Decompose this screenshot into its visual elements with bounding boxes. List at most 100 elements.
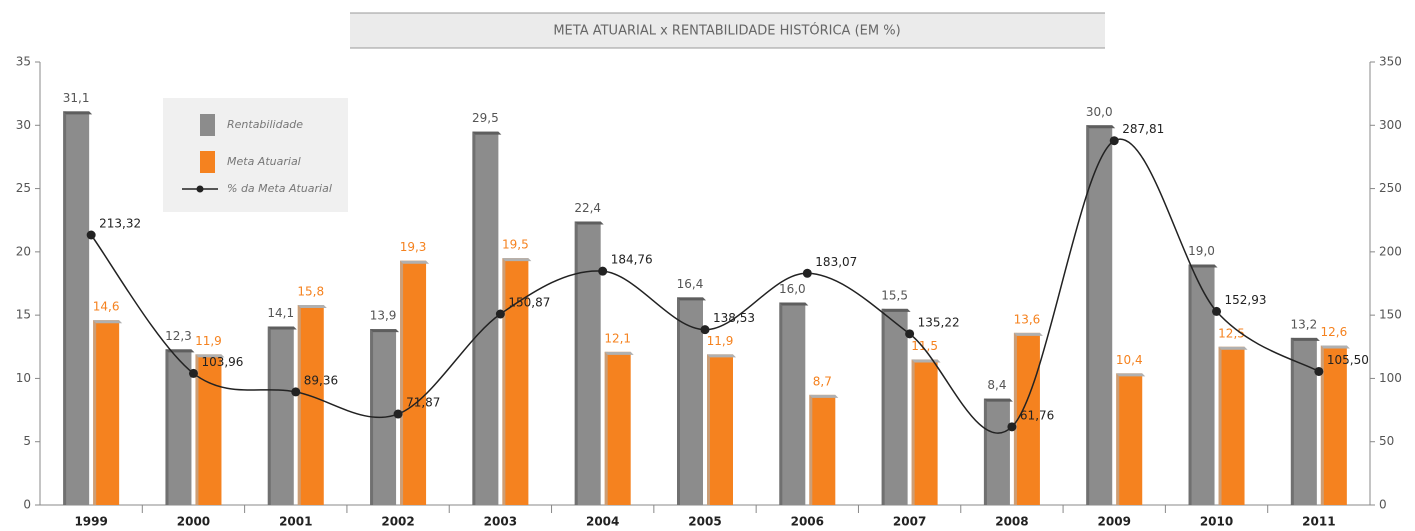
value-label: 19,5 <box>502 238 529 252</box>
y2-tick-label: 50 <box>1379 434 1394 448</box>
x-tick-label: 2001 <box>279 515 312 529</box>
legend-label: Rentabilidade <box>227 118 303 131</box>
bar <box>267 326 294 505</box>
chart-title: META ATUARIAL x RENTABILIDADE HISTÓRICA … <box>553 23 900 39</box>
line-label: 103,96 <box>201 355 243 369</box>
bar-side <box>400 260 404 505</box>
line-point <box>86 230 96 240</box>
x-tick-label: 2004 <box>586 515 619 529</box>
value-label: 13,2 <box>1290 317 1317 331</box>
line-point <box>700 325 710 335</box>
x-tick-label: 2008 <box>995 515 1028 529</box>
bar-top <box>400 260 430 264</box>
bar <box>93 320 120 505</box>
y-tick-label: 30 <box>16 118 31 132</box>
x-tick-label: 2005 <box>688 515 721 529</box>
bar-side <box>63 111 67 505</box>
x-tick-label: 2000 <box>177 515 210 529</box>
line-point <box>291 387 301 397</box>
value-label: 30,0 <box>1086 105 1113 119</box>
title-box <box>350 13 1105 48</box>
bar <box>604 351 631 505</box>
bar-side <box>779 302 783 505</box>
legend-box <box>163 98 348 212</box>
bar <box>297 305 324 505</box>
bar-side <box>604 351 608 505</box>
bar-side <box>1188 264 1192 505</box>
bar-top <box>472 131 502 135</box>
value-label: 15,5 <box>881 288 908 302</box>
bar-top <box>297 305 327 309</box>
y-tick-label: 5 <box>23 434 31 448</box>
bar-side <box>1320 345 1324 505</box>
bar <box>1218 346 1245 505</box>
value-label: 11,9 <box>195 334 222 348</box>
line-label: 138,53 <box>713 311 755 325</box>
bar <box>63 111 90 505</box>
line-point <box>598 266 608 276</box>
line-label: 287,81 <box>1122 122 1164 136</box>
bar <box>1290 337 1317 505</box>
value-label: 29,5 <box>472 111 499 125</box>
bar-side <box>1218 346 1222 505</box>
y-tick-label: 0 <box>23 498 31 512</box>
bar <box>779 302 806 505</box>
bar-top <box>1218 346 1248 350</box>
value-label: 19,3 <box>400 240 427 254</box>
line-point <box>393 409 403 419</box>
line-point <box>1212 306 1222 316</box>
legend-label: % da Meta Atuarial <box>227 182 332 195</box>
bar-side <box>1290 337 1294 505</box>
bar-top <box>983 398 1013 402</box>
bar-side <box>574 221 578 506</box>
line-label: 61,76 <box>1020 408 1054 422</box>
bar <box>983 398 1010 505</box>
x-tick-label: 2007 <box>893 515 926 529</box>
value-label: 31,1 <box>63 91 90 105</box>
line-point <box>802 268 812 278</box>
bar-side <box>1116 373 1120 505</box>
bar-side <box>1086 125 1090 506</box>
x-tick-label: 1999 <box>74 515 107 529</box>
bar <box>1188 264 1215 505</box>
bar-top <box>604 351 634 355</box>
bar <box>911 359 938 505</box>
value-label: 13,9 <box>370 309 397 323</box>
line-label: 135,22 <box>918 315 960 329</box>
line-point <box>188 368 198 378</box>
value-label: 16,0 <box>779 282 806 296</box>
x-tick-label: 2002 <box>381 515 414 529</box>
bar-top <box>911 359 941 363</box>
line-label: 213,32 <box>99 216 141 230</box>
bar-top <box>1290 337 1320 341</box>
bar-top <box>707 354 736 358</box>
bar <box>881 308 908 505</box>
line-label: 89,36 <box>304 373 338 387</box>
bar-top <box>165 349 195 353</box>
line-point <box>905 329 915 339</box>
bar <box>809 394 836 505</box>
bar-top <box>1188 264 1218 268</box>
bar <box>1116 373 1143 505</box>
bar-top <box>809 394 839 398</box>
bar-side <box>267 326 271 505</box>
y2-tick-label: 0 <box>1379 498 1387 512</box>
legend-point <box>196 185 204 193</box>
legend-swatch <box>200 151 215 173</box>
bar <box>195 354 222 505</box>
bar-side <box>1013 332 1017 505</box>
bar <box>1320 345 1347 505</box>
bar-top <box>677 297 706 301</box>
bar-side <box>195 354 199 505</box>
line-label: 150,87 <box>508 296 550 310</box>
bar-top <box>1320 345 1350 349</box>
bar-top <box>195 354 225 358</box>
bar-top <box>574 221 604 225</box>
value-label: 12,3 <box>165 329 192 343</box>
line-label: 105,50 <box>1327 353 1369 367</box>
bar <box>1086 125 1113 506</box>
x-tick-label: 2010 <box>1200 515 1233 529</box>
value-label: 14,1 <box>267 306 294 320</box>
bar-side <box>983 398 987 505</box>
